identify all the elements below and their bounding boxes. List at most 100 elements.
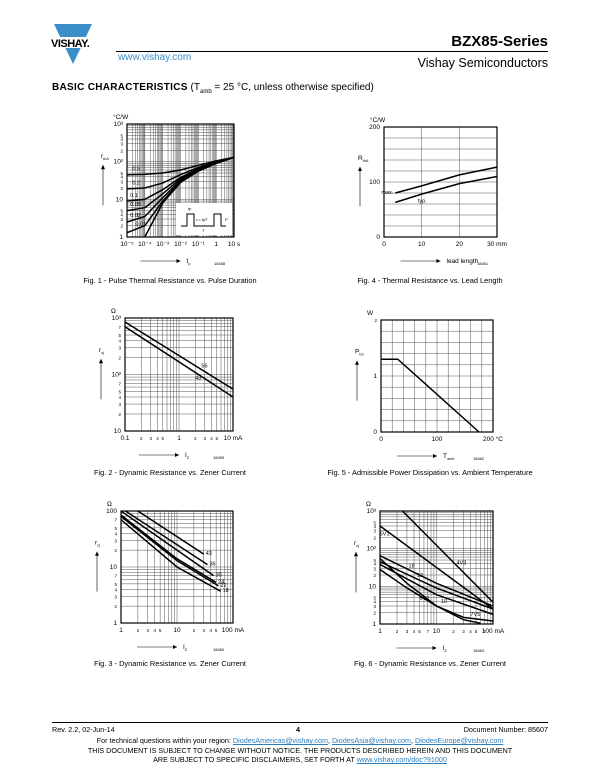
x-axis-label-sub: Z bbox=[444, 649, 447, 653]
x-tick-label: 10⁻² bbox=[174, 241, 188, 248]
figure-code: 18461 bbox=[477, 261, 489, 266]
footer-divider bbox=[52, 722, 548, 723]
plot-frame bbox=[124, 317, 234, 432]
x-arrowhead-icon bbox=[176, 259, 181, 263]
x-axis-label-sub: Z bbox=[185, 648, 188, 652]
x-tick-label: 4 bbox=[153, 628, 156, 633]
y-tick-label: 100 bbox=[369, 179, 380, 186]
figure-code: 18460 bbox=[213, 647, 225, 652]
y-axis-label-sub: zj bbox=[101, 351, 104, 355]
y-tick-label: 2 bbox=[120, 224, 123, 229]
x-tick-label: 3 bbox=[150, 436, 153, 441]
series-label: 4V3 bbox=[457, 560, 467, 566]
y-tick-label: 10² bbox=[112, 372, 122, 379]
y-tick-label: 7 bbox=[118, 381, 121, 386]
figure-code: 18463 bbox=[473, 648, 485, 653]
x-tick-label: 2 bbox=[396, 629, 399, 634]
y-tick-label: 5 bbox=[373, 558, 376, 563]
y-tick-label: 3 bbox=[114, 594, 117, 599]
series-label: 36 bbox=[209, 562, 215, 568]
series-line-5V1 bbox=[379, 525, 494, 610]
y-tick-label: 10³ bbox=[367, 508, 377, 515]
x-axis-label: tp bbox=[187, 258, 191, 266]
y-tick-label: 10 bbox=[369, 583, 377, 590]
series-label: 5V1 bbox=[380, 531, 390, 537]
series-line-curve bbox=[381, 358, 480, 433]
x-tick-label: 4 bbox=[469, 629, 472, 634]
x-axis-label: IZ bbox=[443, 645, 448, 653]
y-tick-label: 2 bbox=[120, 186, 123, 191]
fig1-chart: 10⁻⁵ 10⁻⁴ 10⁻³ 10⁻² 10⁻¹ 1 10 s1234510234510²2… bbox=[101, 113, 241, 266]
y-tick-label: 1 bbox=[372, 621, 376, 628]
x-tick-label: 4 bbox=[210, 436, 213, 441]
y-tick-label: 10² bbox=[367, 546, 377, 553]
y-unit-label: Ω bbox=[107, 501, 112, 508]
fig4-chart: 0 10 20 30 mm 0 100 200°C/W RthA lead length1846… bbox=[358, 116, 507, 266]
y-tick-label: 7 bbox=[114, 574, 117, 579]
x-arrowhead-icon bbox=[432, 646, 437, 650]
fig5-chart: 0 100 200 °C 0 1 2W Ptot Tamb 18462 bbox=[355, 310, 503, 461]
condition-sub: amb bbox=[199, 89, 212, 95]
email-europe-link[interactable]: DiodesEurope@vishay.com bbox=[415, 736, 504, 745]
vishay-logo: VISHAY. bbox=[50, 24, 96, 64]
x-tick-label: 5 bbox=[215, 436, 218, 441]
disclaimer-line-1: THIS DOCUMENT IS SUBJECT TO CHANGE WITHO… bbox=[87, 746, 513, 755]
x-tick-label: 1 bbox=[119, 627, 123, 634]
series-line-36 bbox=[125, 510, 208, 566]
y-tick-label: 10² bbox=[114, 159, 124, 166]
pulse-waveform-icon bbox=[181, 213, 226, 227]
disclaimer-link[interactable]: www.vishay.com/doc?91000 bbox=[356, 755, 447, 764]
y-tick-label: 4 bbox=[373, 599, 376, 604]
header-divider bbox=[116, 51, 548, 52]
y-axis-label: rzj bbox=[99, 347, 104, 355]
y-tick-label: 2 bbox=[373, 535, 376, 540]
series-label: 43 bbox=[195, 375, 201, 381]
x-tick-label: 10⁻³ bbox=[156, 241, 170, 248]
website-link[interactable]: www.vishay.com bbox=[118, 52, 192, 63]
x-tick-label: 2 bbox=[194, 436, 197, 441]
y-tick-label: 3 bbox=[120, 142, 123, 147]
series-label: 6V2 bbox=[419, 596, 429, 602]
series-label: 12 bbox=[417, 573, 423, 579]
y-tick-label: 3 bbox=[373, 604, 376, 609]
condition-open: (T bbox=[190, 82, 200, 93]
y-arrowhead-icon bbox=[358, 166, 362, 171]
y-tick-label: 10 bbox=[114, 428, 122, 435]
y-tick-label: 7 bbox=[118, 325, 121, 330]
series-line-30 bbox=[120, 510, 215, 577]
series-line-10 bbox=[379, 563, 494, 616]
inset-power-label: P bbox=[225, 217, 228, 222]
x-tick-label: 4 bbox=[156, 436, 159, 441]
svg-text:VISHAY.: VISHAY. bbox=[51, 38, 90, 50]
series-label: typ. bbox=[418, 198, 427, 204]
y-axis-label: rzj bbox=[354, 540, 359, 548]
fig4-caption: Fig. 4 - Thermal Resistance vs. Lead Len… bbox=[357, 276, 503, 285]
series-label: 0.2 bbox=[132, 181, 140, 187]
series-line-22 bbox=[120, 515, 219, 587]
series-label: 0.1 bbox=[130, 193, 138, 199]
series-label: 0.05 bbox=[130, 202, 141, 208]
series-line-typ. bbox=[395, 175, 498, 204]
y-unit-label: °C/W bbox=[370, 116, 386, 124]
x-tick-label: 10⁻¹ bbox=[192, 241, 206, 248]
fig5-caption: Fig. 5 - Admissible Power Dissipation vs… bbox=[327, 468, 533, 477]
x-tick-label: 10 mA bbox=[224, 435, 243, 442]
y-tick-label: 4 bbox=[114, 587, 117, 592]
x-axis-label-sub: Z bbox=[187, 456, 190, 460]
x-tick-label: 10 bbox=[173, 627, 181, 634]
email-americas-link[interactable]: DiodesAmericas@vishay.com bbox=[232, 736, 328, 745]
pulse-inset: tp v = tp/T T P bbox=[176, 203, 232, 235]
y-tick-label: 2 bbox=[118, 355, 121, 360]
inset-tp-label: tp bbox=[188, 206, 192, 211]
figure-code: 18459 bbox=[213, 455, 225, 460]
x-tick-label: 1 bbox=[378, 628, 382, 635]
inset-period-label: T bbox=[202, 228, 205, 233]
separator: , bbox=[411, 736, 416, 745]
y-tick-label: 10 bbox=[110, 564, 118, 571]
x-axis-label: lead length bbox=[447, 258, 479, 265]
y-tick-label: 4 bbox=[118, 395, 121, 400]
y-tick-label: 3 bbox=[120, 217, 123, 222]
x-tick-label: 0 bbox=[379, 436, 383, 443]
email-asia-link[interactable]: DiodesAsia@vishay.com bbox=[331, 736, 412, 745]
series-line-12 bbox=[379, 561, 494, 610]
